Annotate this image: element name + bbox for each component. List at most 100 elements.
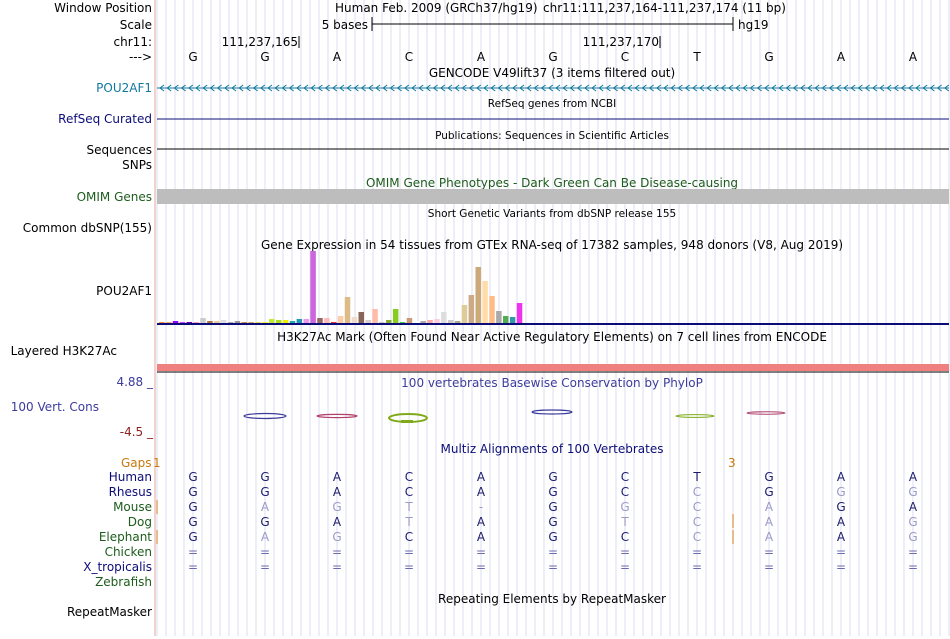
gencode-track-title[interactable]: GENCODE V49lift37 (3 items filtered out) <box>429 66 675 80</box>
gtex-tissue-bar[interactable] <box>392 309 399 323</box>
gtex-tissue-bar[interactable] <box>255 322 261 323</box>
gtex-tissue-bar[interactable] <box>489 296 495 323</box>
gtex-tissue-bar[interactable] <box>454 321 461 323</box>
h3k27ac-track-title[interactable]: H3K27Ac Mark (Often Found Near Active Re… <box>277 330 827 344</box>
gtex-tissue-bar[interactable] <box>303 319 309 323</box>
strand-chevron <box>785 84 791 92</box>
gtex-tissue-bar[interactable] <box>351 317 358 323</box>
gtex-tissue-bar[interactable] <box>179 322 186 323</box>
alignment-base: C <box>693 530 701 544</box>
repeatmasker-track-title[interactable]: Repeating Elements by RepeatMasker <box>438 592 666 606</box>
refseq-track-title[interactable]: RefSeq genes from NCBI <box>488 98 616 110</box>
species-label[interactable]: Mouse <box>113 500 152 514</box>
gtex-tissue-bar[interactable] <box>406 318 413 323</box>
publications-label-snps[interactable]: SNPs <box>122 158 152 172</box>
h3k27ac-track-label[interactable]: Layered H3K27Ac <box>11 344 117 358</box>
h3k27ac-signal-bar[interactable] <box>157 364 949 371</box>
gtex-tissue-bar[interactable] <box>331 322 337 323</box>
gtex-tissue-bar[interactable] <box>344 297 351 323</box>
repeatmasker-track-label[interactable]: RepeatMasker <box>67 605 152 619</box>
species-label[interactable]: Human <box>109 470 152 484</box>
gtex-tissue-bar[interactable] <box>427 320 433 323</box>
omim-track-label[interactable]: OMIM Genes <box>77 190 152 204</box>
strand-chevron <box>749 84 755 92</box>
phylop-track-label[interactable]: 100 Vert. Cons <box>11 400 99 414</box>
gtex-tissue-bar[interactable] <box>516 303 523 323</box>
gencode-gene-line[interactable] <box>157 84 950 92</box>
gtex-tissue-bar[interactable] <box>386 320 392 323</box>
gtex-tissue-bar[interactable] <box>447 320 454 323</box>
gtex-tissue-bar[interactable] <box>296 319 303 323</box>
publications-track-title[interactable]: Publications: Sequences in Scientific Ar… <box>435 130 669 142</box>
species-label[interactable]: Chicken <box>105 545 152 559</box>
gtex-track-title[interactable]: Gene Expression in 54 tissues from GTEx … <box>261 238 843 252</box>
gtex-tissue-bar[interactable] <box>186 322 193 323</box>
alignment-base: G <box>548 485 557 499</box>
species-label[interactable]: Zebrafish <box>95 575 152 589</box>
position-coords[interactable]: chr11:111,237,164-111,237,174 (11 bp) <box>543 1 786 15</box>
alignment-base: = <box>404 560 414 574</box>
species-label[interactable]: Dog <box>128 515 152 529</box>
gtex-tissue-bar[interactable] <box>379 322 385 323</box>
gtex-tissue-bar[interactable] <box>227 322 234 323</box>
species-label[interactable]: Rhesus <box>109 485 152 499</box>
gtex-tissue-bar[interactable] <box>172 321 179 323</box>
dbsnp-track-title[interactable]: Short Genetic Variants from dbSNP releas… <box>428 208 676 220</box>
gtex-tissue-bar[interactable] <box>509 317 516 323</box>
multiz-track-title[interactable]: Multiz Alignments of 100 Vertebrates <box>440 442 663 456</box>
gtex-tissue-bar[interactable] <box>289 321 296 323</box>
alignment-base: G <box>548 500 557 514</box>
phylop-min-label: -4.5 _ <box>120 425 154 439</box>
gtex-tissue-bar[interactable] <box>461 305 468 323</box>
gtex-tissue-bar[interactable] <box>337 316 344 323</box>
gtex-tissue-bar[interactable] <box>441 312 447 323</box>
gtex-tissue-bar[interactable] <box>372 309 378 323</box>
species-label[interactable]: Elephant <box>99 530 152 544</box>
gtex-tissue-bar[interactable] <box>399 322 406 323</box>
gtex-tissue-bar[interactable] <box>358 312 365 323</box>
gtex-tissue-bar[interactable] <box>275 320 282 323</box>
gtex-tissue-bar[interactable] <box>269 319 275 323</box>
gtex-tissue-bar[interactable] <box>420 321 426 323</box>
omim-track-title[interactable]: OMIM Gene Phenotypes - Dark Green Can Be… <box>366 176 738 190</box>
phylop-signal[interactable] <box>243 409 786 423</box>
species-label[interactable]: X_tropicalis <box>83 560 152 574</box>
gencode-item-label[interactable]: POU2AF1 <box>96 81 152 95</box>
gtex-tissue-bar[interactable] <box>282 320 289 323</box>
gtex-tissue-bar[interactable] <box>317 318 323 323</box>
strand-chevron <box>519 84 525 92</box>
dbsnp-track-label[interactable]: Common dbSNP(155) <box>23 221 152 235</box>
gtex-tissue-bar[interactable] <box>248 322 254 323</box>
publications-label-sequences[interactable]: Sequences <box>87 143 152 157</box>
strand-chevron <box>677 84 683 92</box>
gtex-expression-bars[interactable] <box>159 251 523 323</box>
gtex-tissue-bar[interactable] <box>310 251 316 323</box>
gtex-tissue-bar[interactable] <box>475 267 481 323</box>
gtex-tissue-bar[interactable] <box>193 322 199 323</box>
gtex-tissue-bar[interactable] <box>220 320 227 323</box>
phylop-track-title[interactable]: 100 vertebrates Basewise Conservation by… <box>401 376 703 390</box>
omim-feature-bar[interactable] <box>157 189 949 204</box>
gtex-track-label[interactable]: POU2AF1 <box>96 284 152 298</box>
alignment-base: = <box>548 545 558 559</box>
gtex-tissue-bar[interactable] <box>207 321 213 323</box>
gtex-tissue-bar[interactable] <box>241 322 248 323</box>
gtex-tissue-bar[interactable] <box>503 316 509 323</box>
gtex-tissue-bar[interactable] <box>434 319 440 323</box>
gtex-tissue-bar[interactable] <box>262 322 268 323</box>
gtex-tissue-bar[interactable] <box>365 320 371 323</box>
gtex-tissue-bar[interactable] <box>496 311 502 323</box>
gtex-tissue-bar[interactable] <box>413 321 420 323</box>
gtex-tissue-bar[interactable] <box>200 318 206 323</box>
gtex-tissue-bar[interactable] <box>165 322 172 323</box>
gtex-tissue-bar[interactable] <box>234 321 241 323</box>
alignment-base: = <box>836 545 846 559</box>
gtex-tissue-bar[interactable] <box>324 318 330 323</box>
gtex-tissue-bar[interactable] <box>159 322 165 323</box>
gtex-tissue-bar[interactable] <box>214 321 220 323</box>
gtex-tissue-bar[interactable] <box>468 295 475 323</box>
strand-chevron <box>367 84 374 92</box>
refseq-track-label[interactable]: RefSeq Curated <box>58 112 152 126</box>
gtex-tissue-bar[interactable] <box>482 281 488 323</box>
